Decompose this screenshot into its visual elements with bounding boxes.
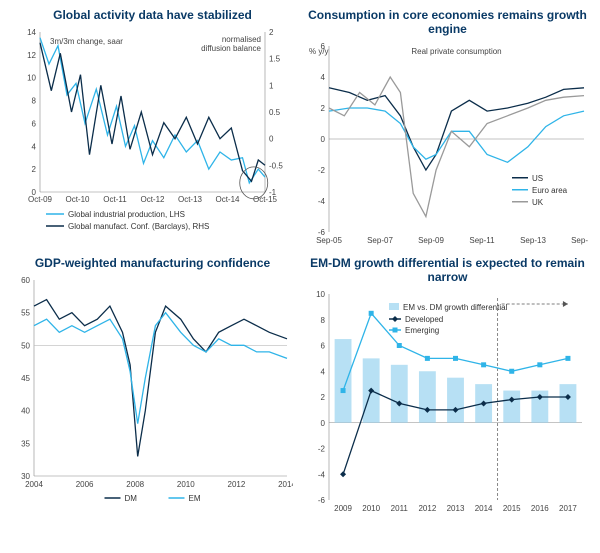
chart-4-title: EM-DM growth differential is expected to… xyxy=(303,256,592,284)
svg-text:2008: 2008 xyxy=(126,480,144,489)
chart-3: GDP-weighted manufacturing confidence 30… xyxy=(8,256,297,518)
svg-text:Sep-05: Sep-05 xyxy=(316,236,342,245)
svg-text:50: 50 xyxy=(21,341,30,350)
svg-text:normalised: normalised xyxy=(222,35,261,44)
svg-text:2: 2 xyxy=(321,393,326,402)
svg-text:1.5: 1.5 xyxy=(269,55,281,64)
svg-text:-2: -2 xyxy=(318,166,326,175)
svg-text:DM: DM xyxy=(125,494,138,503)
chart-2-svg: -6-4-20246% y/yReal private consumptionS… xyxy=(303,40,588,250)
svg-text:14: 14 xyxy=(27,28,36,37)
chart-3-svg: 30354045505560200420062008201020122014DM… xyxy=(8,274,293,504)
svg-text:Oct-14: Oct-14 xyxy=(215,195,240,204)
svg-text:8: 8 xyxy=(321,316,326,325)
svg-text:4: 4 xyxy=(321,367,326,376)
svg-text:1: 1 xyxy=(269,81,274,90)
svg-text:EM: EM xyxy=(189,494,201,503)
svg-text:Emerging: Emerging xyxy=(405,326,439,335)
svg-text:6: 6 xyxy=(321,342,326,351)
svg-text:2004: 2004 xyxy=(25,480,43,489)
svg-text:2015: 2015 xyxy=(503,504,521,513)
svg-text:55: 55 xyxy=(21,309,30,318)
svg-text:10: 10 xyxy=(27,74,36,83)
svg-text:Sep-11: Sep-11 xyxy=(469,236,495,245)
svg-text:2: 2 xyxy=(321,104,326,113)
chart-grid: Global activity data have stabilized 0 2 4… xyxy=(8,8,592,518)
svg-text:% y/y: % y/y xyxy=(309,47,329,56)
svg-text:2014: 2014 xyxy=(475,504,493,513)
svg-text:-4: -4 xyxy=(318,197,326,206)
svg-text:2006: 2006 xyxy=(76,480,94,489)
svg-text:Global industrial production,: Global industrial production, LHS xyxy=(68,210,185,219)
svg-text:45: 45 xyxy=(21,374,30,383)
svg-text:-0.5: -0.5 xyxy=(269,161,283,170)
svg-text:3m/3m change, saar: 3m/3m change, saar xyxy=(50,37,123,46)
svg-text:-6: -6 xyxy=(318,496,326,505)
svg-text:Oct-09: Oct-09 xyxy=(28,195,53,204)
svg-text:0: 0 xyxy=(321,419,326,428)
chart-1-title: Global activity data have stabilized xyxy=(8,8,297,22)
svg-text:0.5: 0.5 xyxy=(269,108,281,117)
svg-text:EM vs. DM growth differential: EM vs. DM growth differential xyxy=(403,303,508,312)
svg-text:2009: 2009 xyxy=(334,504,352,513)
svg-text:2014: 2014 xyxy=(278,480,293,489)
svg-text:2010: 2010 xyxy=(362,504,380,513)
chart-2-title: Consumption in core economies remains gr… xyxy=(303,8,592,36)
chart-4: EM-DM growth differential is expected to… xyxy=(303,256,592,518)
svg-text:-4: -4 xyxy=(318,470,326,479)
svg-text:60: 60 xyxy=(21,276,30,285)
svg-text:diffusion balance: diffusion balance xyxy=(201,44,261,53)
svg-text:Oct-12: Oct-12 xyxy=(140,195,165,204)
svg-text:2012: 2012 xyxy=(228,480,246,489)
chart-1-svg: 02468101214-1-0.500.511.52Oct-09Oct-10Oc… xyxy=(8,26,293,236)
svg-text:2: 2 xyxy=(269,28,274,37)
svg-text:2017: 2017 xyxy=(559,504,577,513)
svg-text:0: 0 xyxy=(269,135,274,144)
svg-text:Oct-15: Oct-15 xyxy=(253,195,278,204)
svg-text:40: 40 xyxy=(21,407,30,416)
svg-text:6: 6 xyxy=(32,119,37,128)
svg-text:2013: 2013 xyxy=(447,504,465,513)
svg-text:2011: 2011 xyxy=(391,504,409,513)
chart-3-title: GDP-weighted manufacturing confidence xyxy=(8,256,297,270)
svg-text:Oct-11: Oct-11 xyxy=(103,195,127,204)
svg-text:8: 8 xyxy=(32,97,37,106)
svg-text:Oct-10: Oct-10 xyxy=(65,195,90,204)
svg-text:Oct-13: Oct-13 xyxy=(178,195,203,204)
svg-text:10: 10 xyxy=(316,290,325,299)
svg-text:Sep-07: Sep-07 xyxy=(367,236,393,245)
chart-2: Consumption in core economies remains gr… xyxy=(303,8,592,250)
svg-text:US: US xyxy=(532,174,543,183)
svg-text:UK: UK xyxy=(532,198,544,207)
chart-4-svg: -6 -4 -2 0 2 4 6 8 10 2009 2010 2011 2012 2013 2014 201… xyxy=(303,288,588,518)
svg-text:-2: -2 xyxy=(318,445,326,454)
svg-text:2010: 2010 xyxy=(177,480,195,489)
svg-text:0: 0 xyxy=(321,135,326,144)
svg-text:Sep-15: Sep-15 xyxy=(571,236,588,245)
svg-text:2012: 2012 xyxy=(418,504,436,513)
svg-text:4: 4 xyxy=(321,73,326,82)
svg-text:4: 4 xyxy=(32,142,37,151)
svg-text:Euro area: Euro area xyxy=(532,186,568,195)
svg-text:Global manufact. Conf. (Barcla: Global manufact. Conf. (Barclays), RHS xyxy=(68,222,209,231)
svg-text:Sep-13: Sep-13 xyxy=(520,236,546,245)
svg-text:Sep-09: Sep-09 xyxy=(418,236,444,245)
svg-text:35: 35 xyxy=(21,439,30,448)
svg-text:Developed: Developed xyxy=(405,315,443,324)
chart-1: Global activity data have stabilized 0 2 4… xyxy=(8,8,297,250)
svg-text:2016: 2016 xyxy=(531,504,549,513)
svg-text:2: 2 xyxy=(32,165,37,174)
svg-text:Real private consumption: Real private consumption xyxy=(411,47,501,56)
svg-text:12: 12 xyxy=(27,51,36,60)
